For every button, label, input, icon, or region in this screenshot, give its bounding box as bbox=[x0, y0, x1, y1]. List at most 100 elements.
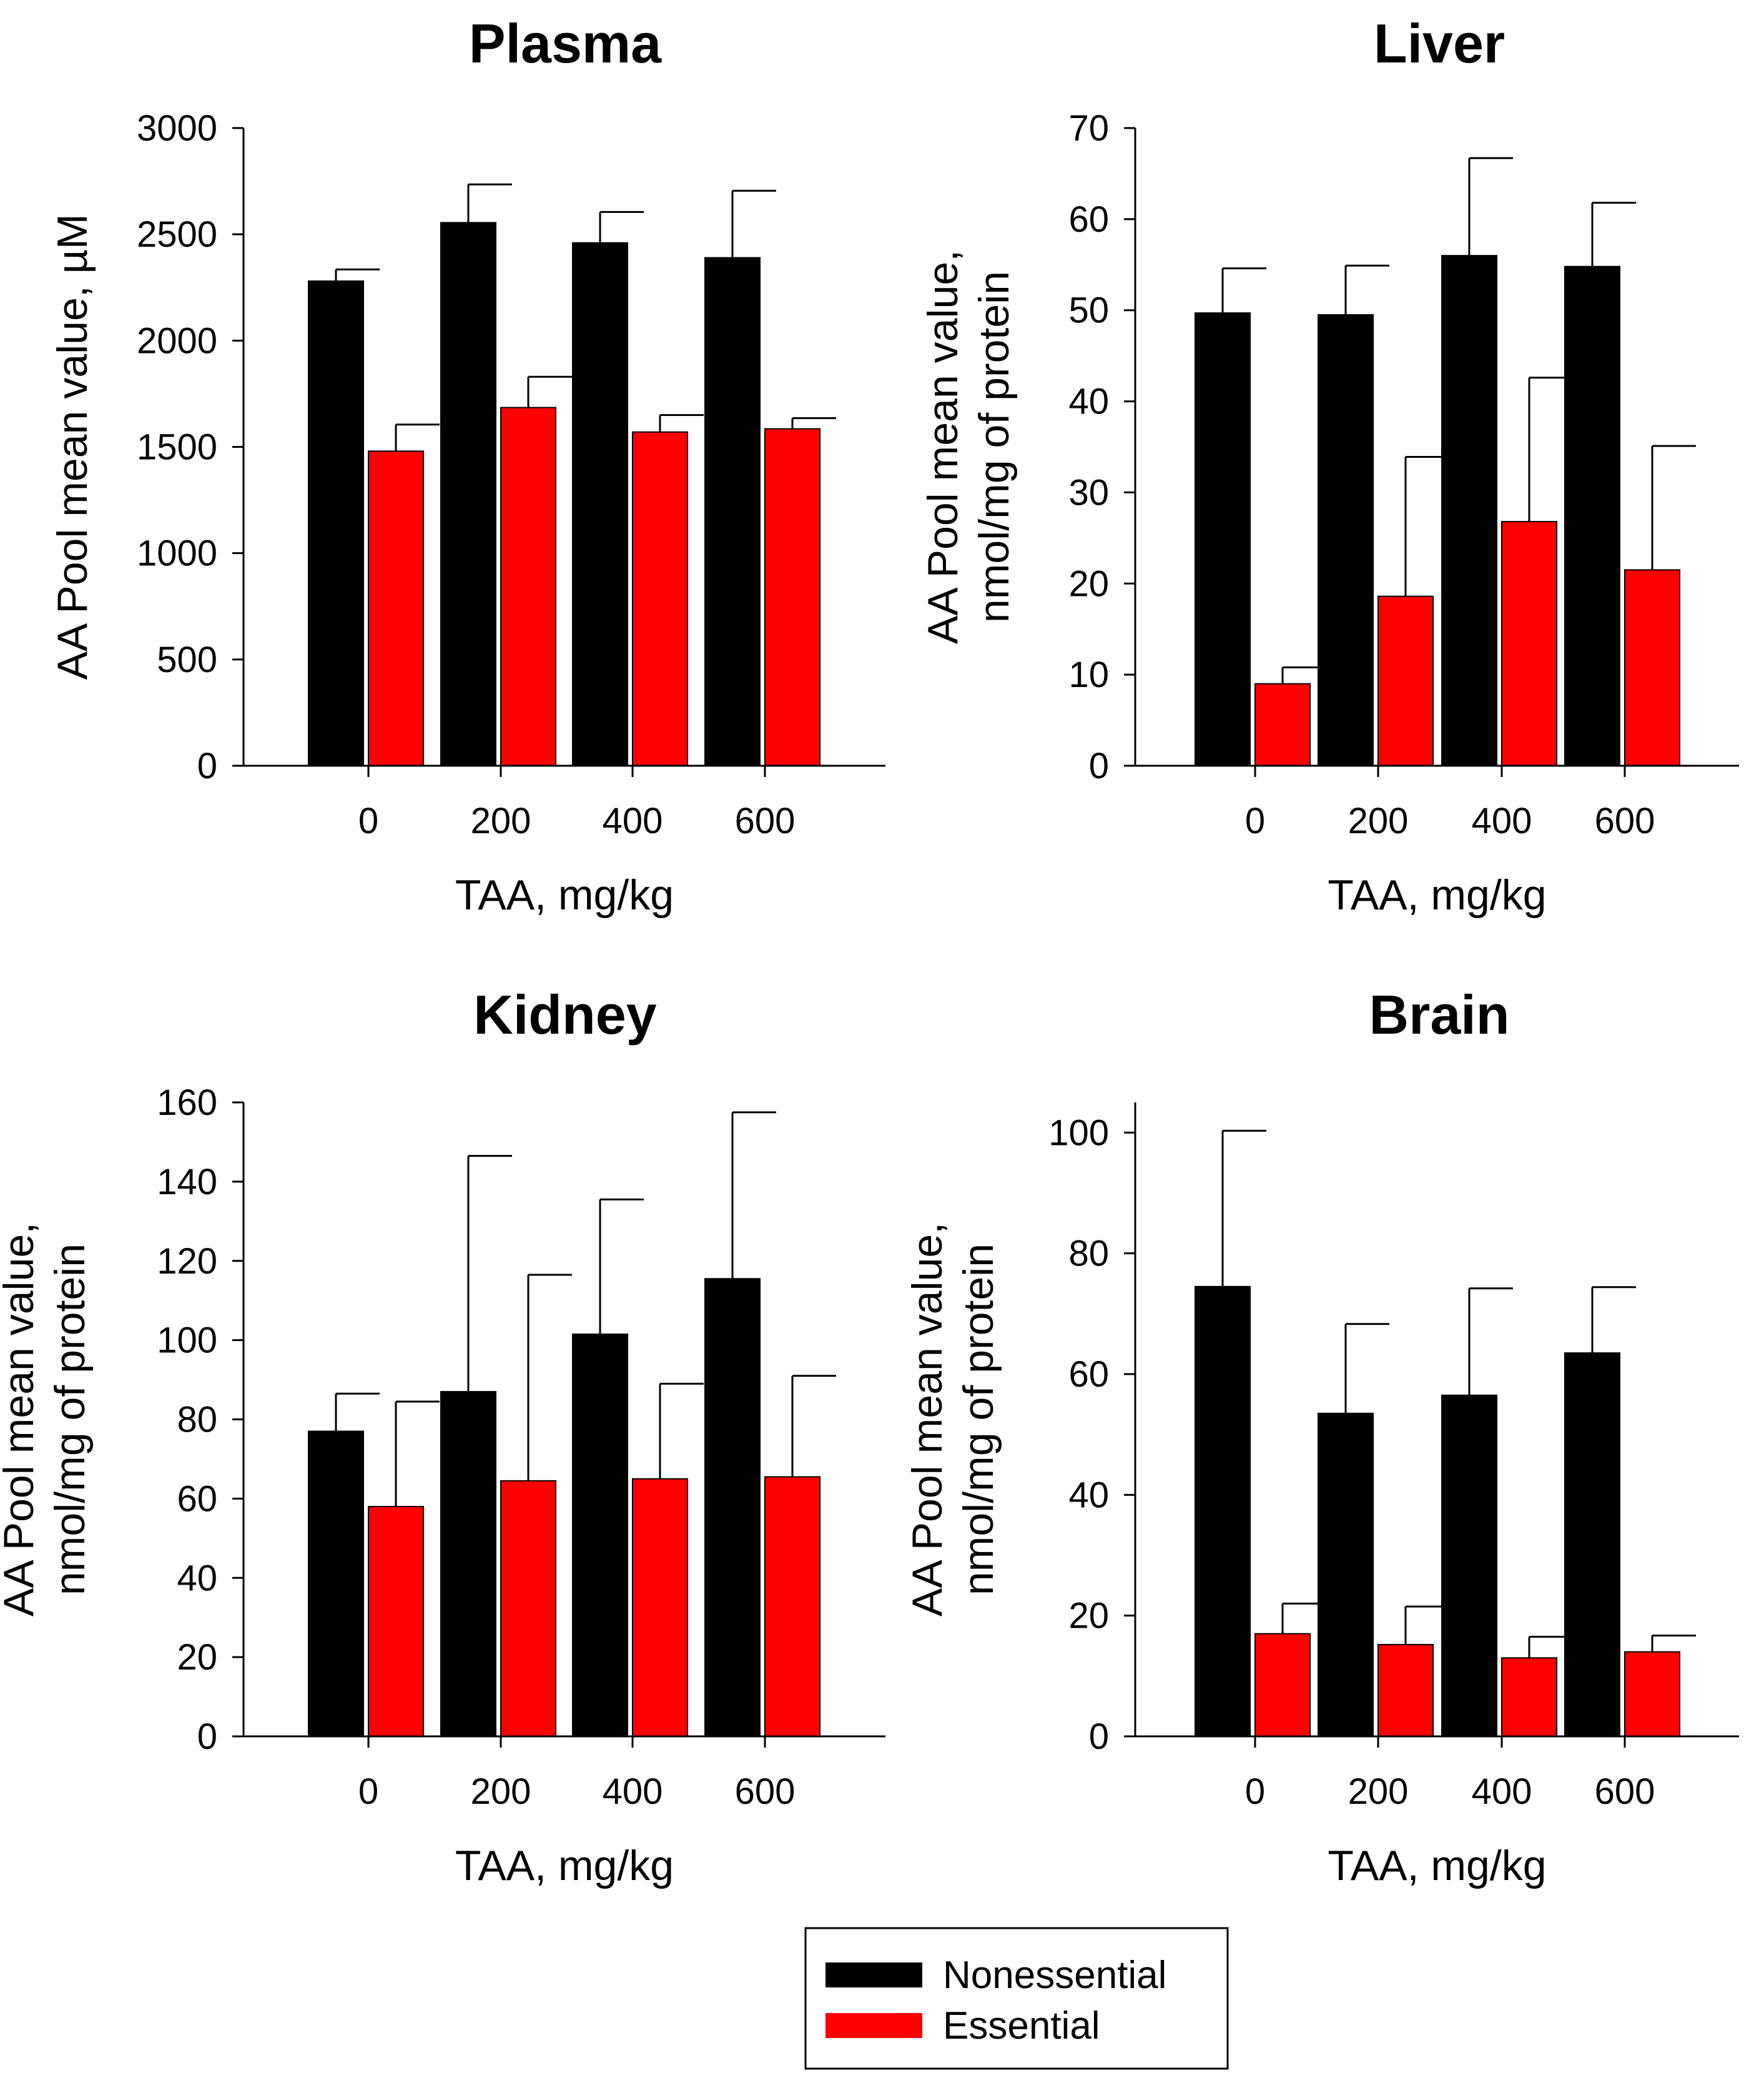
x-tick-label: 600 bbox=[1595, 1771, 1655, 1812]
legend-box bbox=[804, 1927, 1229, 2070]
y-tick-label: 500 bbox=[157, 640, 217, 680]
x-tick-label: 600 bbox=[1595, 801, 1655, 841]
y-tick-label: 0 bbox=[1089, 746, 1109, 786]
chart-title: Liver bbox=[1374, 12, 1505, 74]
y-axis-label: AA Pool mean value, µM bbox=[49, 214, 96, 680]
y-axis-label-line: nmol/mg of protein bbox=[955, 1244, 1002, 1595]
chart-panel-plasma: Plasma 0 500 1000 1500 2000 2500 3000 0 200 400 600… bbox=[49, 12, 885, 919]
x-tick-label: 400 bbox=[603, 1771, 663, 1812]
bar-nonessential bbox=[704, 257, 761, 766]
legend-label-nonessential: Nonessential bbox=[943, 1954, 1166, 1997]
bar-essential bbox=[368, 1506, 424, 1737]
y-axis-label: AA Pool mean value,nmol/mg of protein bbox=[0, 1222, 94, 1616]
bar-essential bbox=[368, 450, 424, 766]
y-tick-label: 3000 bbox=[137, 108, 217, 149]
y-tick-label: 120 bbox=[157, 1241, 217, 1282]
y-tick-label: 1000 bbox=[137, 533, 217, 574]
bar-essential bbox=[500, 1480, 556, 1737]
bar-nonessential bbox=[440, 1391, 496, 1737]
y-tick-label: 70 bbox=[1068, 108, 1109, 149]
bar-essential bbox=[632, 1478, 688, 1737]
y-tick-label: 2000 bbox=[137, 320, 217, 361]
legend-swatch-essential bbox=[825, 2013, 922, 2038]
bar-nonessential bbox=[1195, 1285, 1251, 1737]
y-tick-label: 100 bbox=[1048, 1112, 1109, 1153]
x-tick-label: 0 bbox=[358, 1771, 378, 1812]
y-tick-label: 140 bbox=[157, 1162, 217, 1202]
y-tick-label: 2500 bbox=[137, 214, 217, 255]
bar-nonessential bbox=[1318, 314, 1374, 766]
y-tick-label: 20 bbox=[177, 1637, 217, 1678]
x-tick-label: 400 bbox=[1472, 1771, 1532, 1812]
x-tick-label: 200 bbox=[471, 801, 531, 841]
chart-panel-liver: Liver 0 10 20 30 40 50 60 70 0 200 400 600 TAA, mg/kg… bbox=[919, 12, 1739, 919]
bar-essential bbox=[1501, 1657, 1557, 1737]
bar-nonessential bbox=[1441, 1394, 1497, 1737]
x-tick-label: 0 bbox=[358, 801, 378, 841]
bar-nonessential bbox=[704, 1278, 761, 1737]
bar-nonessential bbox=[1318, 1412, 1374, 1737]
x-tick-label: 400 bbox=[1472, 801, 1532, 841]
y-tick-label: 20 bbox=[1068, 563, 1109, 604]
y-tick-label: 0 bbox=[197, 1716, 217, 1757]
y-tick-label: 160 bbox=[157, 1082, 217, 1123]
chart-title: Brain bbox=[1369, 984, 1510, 1046]
bar-nonessential bbox=[308, 1430, 364, 1737]
bar-essential bbox=[1377, 1644, 1434, 1737]
y-axis-label-line: AA Pool mean value, µM bbox=[49, 214, 96, 680]
x-tick-label: 200 bbox=[1348, 801, 1409, 841]
bar-essential bbox=[1377, 595, 1434, 766]
bar-essential bbox=[764, 1476, 820, 1737]
legend: Nonessential Essential bbox=[804, 1927, 1229, 2070]
y-axis-label: AA Pool mean value,nmol/mg of protein bbox=[919, 250, 1018, 644]
bar-essential bbox=[1624, 569, 1680, 767]
legend-swatch-nonessential bbox=[825, 1962, 922, 1987]
bar-essential bbox=[1624, 1651, 1680, 1738]
x-axis-label: TAA, mg/kg bbox=[1328, 871, 1546, 919]
x-tick-label: 200 bbox=[471, 1771, 531, 1812]
y-tick-label: 0 bbox=[197, 746, 217, 786]
y-axis-label-line: nmol/mg of protein bbox=[46, 1244, 94, 1595]
x-axis-label: TAA, mg/kg bbox=[455, 1842, 674, 1889]
y-tick-label: 10 bbox=[1068, 655, 1109, 695]
x-tick-label: 600 bbox=[735, 1771, 796, 1812]
y-tick-label: 0 bbox=[1089, 1716, 1109, 1757]
legend-label-essential: Essential bbox=[943, 2004, 1100, 2047]
x-tick-label: 200 bbox=[1348, 1771, 1409, 1812]
y-tick-label: 40 bbox=[1068, 1475, 1109, 1515]
chart-panel-brain: Brain 0 20 40 60 80 100 0 200 400 600 TAA, mg/kg AA … bbox=[904, 984, 1739, 1889]
y-tick-label: 30 bbox=[1068, 472, 1109, 513]
y-axis-label-line: AA Pool mean value, bbox=[0, 1222, 42, 1616]
bar-essential bbox=[1254, 1633, 1311, 1738]
y-tick-label: 1500 bbox=[137, 427, 217, 468]
bar-essential bbox=[764, 428, 820, 766]
bar-nonessential bbox=[1195, 312, 1251, 766]
y-tick-label: 40 bbox=[177, 1558, 217, 1598]
y-tick-label: 60 bbox=[177, 1478, 217, 1519]
y-tick-label: 20 bbox=[1068, 1596, 1109, 1636]
y-axis-label-line: AA Pool mean value, bbox=[904, 1222, 951, 1616]
x-tick-label: 600 bbox=[735, 801, 796, 841]
y-tick-label: 100 bbox=[157, 1320, 217, 1361]
y-tick-label: 80 bbox=[1068, 1234, 1109, 1274]
x-axis-label: TAA, mg/kg bbox=[1328, 1842, 1546, 1889]
y-axis-label-line: AA Pool mean value, bbox=[919, 250, 967, 644]
bar-nonessential bbox=[1564, 265, 1620, 766]
y-tick-label: 60 bbox=[1068, 1354, 1109, 1395]
x-tick-label: 0 bbox=[1245, 1771, 1265, 1812]
bar-essential bbox=[1501, 521, 1557, 766]
x-tick-label: 0 bbox=[1245, 801, 1265, 841]
chart-panel-kidney: Kidney 0 20 40 60 80 100 120 140 160 0 200 400 600 TAA… bbox=[0, 984, 885, 1889]
y-axis-label-line: nmol/mg of protein bbox=[970, 271, 1018, 623]
x-tick-label: 400 bbox=[603, 801, 663, 841]
bar-nonessential bbox=[308, 280, 364, 767]
bar-nonessential bbox=[1564, 1352, 1620, 1738]
y-tick-label: 50 bbox=[1068, 290, 1109, 331]
y-tick-label: 40 bbox=[1068, 382, 1109, 422]
y-tick-label: 80 bbox=[177, 1400, 217, 1440]
chart-title: Plasma bbox=[469, 12, 662, 74]
y-axis-label: AA Pool mean value,nmol/mg of protein bbox=[904, 1222, 1002, 1616]
bar-essential bbox=[500, 407, 556, 766]
